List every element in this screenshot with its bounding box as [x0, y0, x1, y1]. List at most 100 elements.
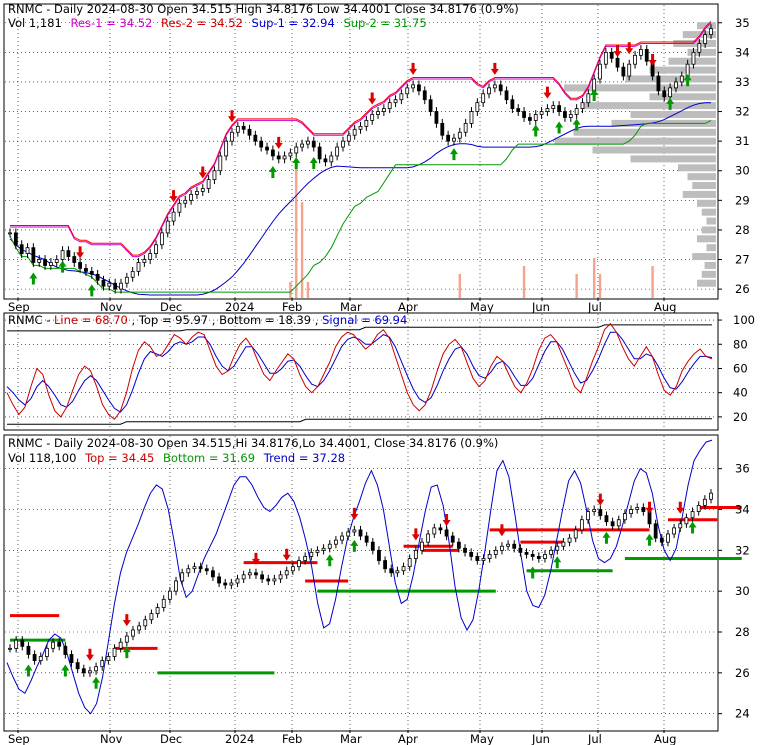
candle-body	[84, 268, 88, 272]
trend-candle-body	[383, 560, 387, 570]
volume-bar	[522, 266, 526, 298]
trend-x-tick-label: Feb	[282, 732, 302, 745]
trend-candle-body	[75, 662, 80, 670]
trend-candle-body	[420, 541, 424, 551]
volume-profile-bar	[692, 182, 716, 190]
trend-candle-body	[309, 551, 314, 557]
trend-candle-body	[407, 558, 412, 568]
sell-arrow	[409, 62, 418, 75]
trend-buy-arrow	[528, 566, 537, 579]
osc-top-line	[7, 324, 712, 332]
volume-profile-bar	[673, 39, 716, 47]
price-y-axis: 35 34 33 32 31 30 29 28 27 26	[718, 16, 750, 296]
sell-arrow	[76, 246, 85, 259]
trend-candle-body	[131, 629, 135, 637]
price-y-tick-label: 31	[735, 134, 750, 148]
trend-buy-arrow	[645, 533, 654, 546]
trend-y-tick-label: 26	[735, 666, 750, 680]
trend-legend-top: Top = 34.45	[84, 451, 154, 465]
volume-profile-bar	[697, 279, 716, 287]
sell-arrow	[368, 92, 377, 105]
buy-arrow	[590, 88, 599, 101]
volume-bar	[592, 258, 596, 298]
volume-bar	[289, 282, 292, 298]
trend-candle-body	[579, 519, 584, 531]
buy-arrow	[87, 284, 96, 297]
candle-body	[417, 84, 421, 92]
trend-y-tick-label: 24	[735, 707, 750, 721]
trend-candle-body	[38, 656, 43, 661]
volume-bar	[306, 282, 310, 298]
trend-x-tick-label: Apr	[398, 732, 418, 745]
price-y-tick-label: 34	[735, 45, 750, 59]
candle-body	[230, 131, 234, 142]
trend-candle-body	[370, 541, 375, 551]
trend-y-tick-label: 32	[735, 543, 750, 557]
trend-candle-body	[217, 576, 221, 584]
trend-candle-body	[94, 666, 98, 672]
trend-candle-body	[254, 572, 258, 576]
trend-sell-arrow	[497, 524, 506, 537]
buy-arrow	[268, 165, 277, 178]
candle-body	[270, 149, 275, 157]
candle-body	[557, 105, 562, 112]
trend-candle-body	[112, 647, 117, 657]
trend-candle-body	[481, 558, 486, 561]
trend-x-axis: Sep Nov Dec 2024 Feb Mar Apr May Jun Jul Aug	[8, 730, 676, 745]
candle-body	[598, 63, 602, 80]
price-x-tick-label: Jul	[587, 300, 602, 314]
price-x-tick-label: Mar	[340, 300, 362, 314]
price-y-tick-label: 28	[735, 223, 750, 237]
volume-profile-bar	[697, 199, 716, 207]
resistance-2-line	[10, 20, 712, 256]
candle-body	[300, 143, 304, 148]
trend-candle-body	[223, 582, 228, 586]
oscillator-lines	[6, 322, 713, 425]
candle-body	[171, 211, 176, 222]
trend-y-tick-label: 36	[735, 462, 750, 476]
candle-body	[8, 232, 12, 235]
candle-body	[37, 259, 42, 263]
trend-candle-body	[592, 509, 597, 512]
candle-body	[381, 108, 386, 112]
candle-body	[241, 125, 246, 130]
trend-candle-body	[340, 535, 344, 541]
trend-candle-body	[401, 566, 406, 572]
volume-profile-bar	[706, 244, 716, 252]
buy-arrow	[683, 74, 692, 87]
buy-arrow	[449, 148, 458, 161]
trend-candle-body	[635, 507, 640, 510]
candle-body	[323, 158, 328, 163]
price-y-tick-label: 26	[735, 282, 750, 296]
candle-body	[586, 93, 591, 104]
candle-body	[639, 48, 643, 56]
candle-body	[615, 57, 620, 68]
trend-candle-body	[241, 574, 246, 580]
trend-panel-title: RNMC - Daily 2024-08-30 Open 34.515,Hi 3…	[8, 436, 498, 450]
trend-candle-body	[247, 572, 252, 576]
volume-bar	[598, 274, 602, 298]
trend-candle-body	[278, 574, 283, 580]
candle-body	[25, 247, 30, 255]
candle-body	[346, 134, 351, 142]
candle-body	[95, 273, 100, 281]
candle-body	[276, 155, 281, 160]
buy-arrow	[292, 157, 301, 170]
trend-sell-arrow	[282, 548, 291, 561]
trend-x-tick-label: Jul	[587, 732, 602, 745]
candle-body	[528, 117, 532, 121]
trend-candle-body	[143, 619, 148, 627]
volume-profile-bar	[704, 261, 716, 269]
candle-body	[703, 34, 708, 44]
candle-body	[224, 140, 229, 157]
volume-profile-bar	[649, 93, 716, 101]
trend-candle-body	[51, 641, 55, 649]
price-candles	[8, 24, 713, 294]
candle-body	[457, 131, 462, 139]
trend-panel-frame	[3, 434, 719, 732]
trend-x-tick-label: 2024	[225, 732, 254, 745]
trend-line	[6, 439, 713, 715]
trend-buy-arrow	[602, 531, 611, 544]
trend-candle-body	[450, 535, 455, 543]
trend-arrows	[24, 493, 697, 689]
